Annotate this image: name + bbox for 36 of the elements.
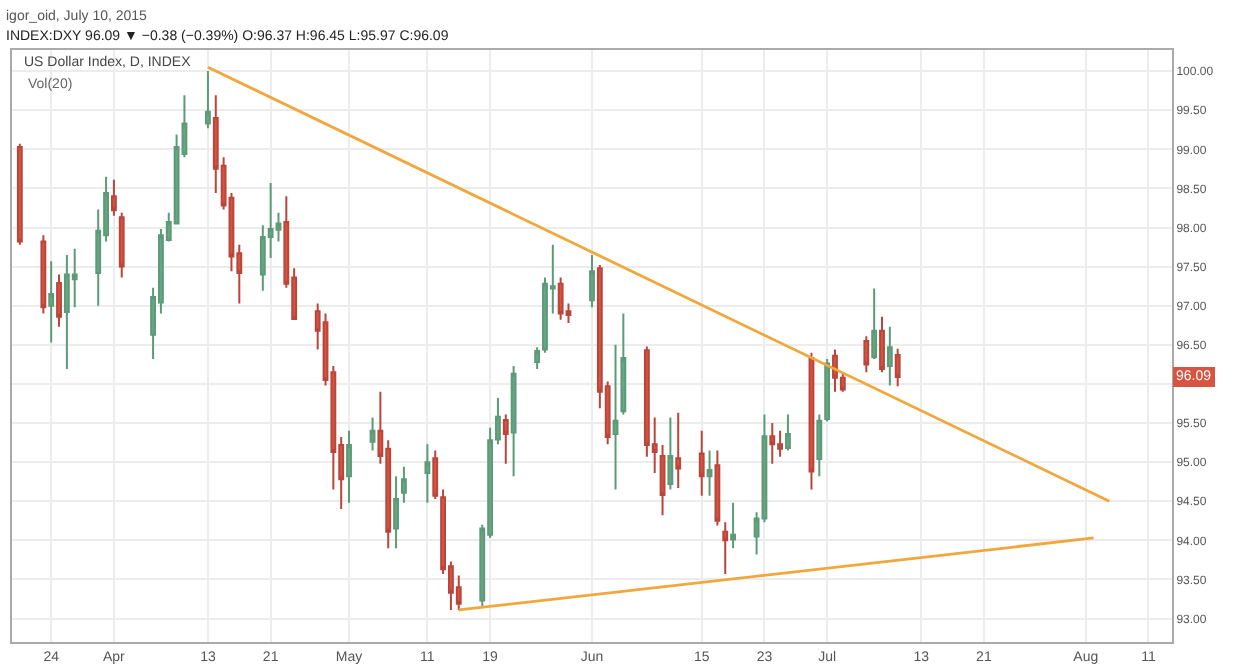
candlestick: [205, 70, 211, 130]
candlestick: [730, 501, 736, 550]
candlestick: [110, 178, 117, 217]
candlestick: [886, 325, 893, 387]
candlestick: [502, 413, 509, 465]
candlestick: [816, 413, 823, 478]
candlestick: [714, 449, 721, 527]
candlestick: [557, 276, 564, 321]
candlestick: [118, 211, 125, 279]
candlestick: [16, 142, 23, 246]
candlestick: [369, 416, 376, 452]
candlestick: [424, 443, 431, 504]
candlestick: [675, 411, 682, 489]
candlestick: [777, 429, 784, 458]
candlestick: [48, 260, 55, 344]
candlestick: [832, 348, 838, 393]
candlestick: [769, 422, 776, 465]
candlestick: [659, 443, 666, 517]
candlestick: [400, 465, 407, 504]
candlestick: [589, 253, 595, 309]
candlestick: [824, 357, 831, 423]
candlestick: [510, 364, 517, 478]
candlestick: [894, 347, 901, 388]
candlestick: [871, 287, 878, 360]
candlestick: [698, 429, 705, 497]
candlestick: [863, 335, 870, 374]
candlestick: [346, 429, 352, 504]
candlestick: [879, 315, 885, 374]
candlestick: [56, 273, 62, 328]
candlestick: [785, 413, 791, 452]
candlestick: [393, 475, 399, 550]
candlestick: [706, 449, 713, 497]
candlestick: [40, 234, 47, 315]
candlestick: [667, 416, 674, 491]
candlestick: [63, 253, 70, 371]
candlestick: [722, 521, 729, 575]
